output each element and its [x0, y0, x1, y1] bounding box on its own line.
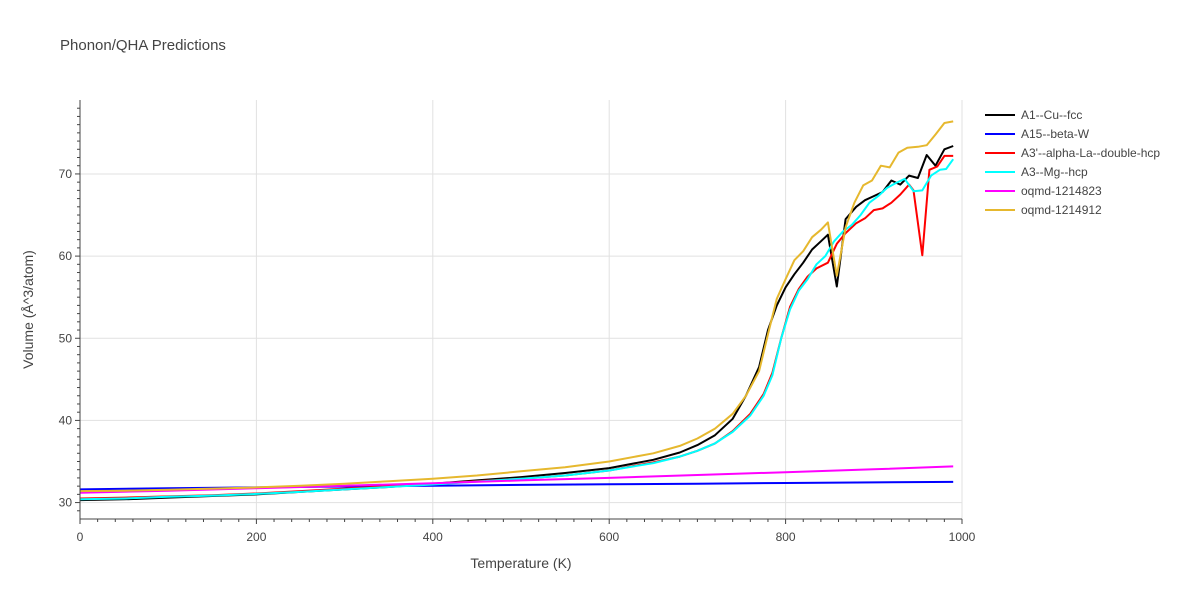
- legend-label-2: A3'--alpha-La--double-hcp: [1021, 146, 1160, 160]
- series-line-0: [79, 145, 954, 502]
- x-tick-label: 200: [246, 530, 266, 544]
- legend-label-1: A15--beta-W: [1021, 127, 1090, 141]
- x-tick-label: 800: [776, 530, 796, 544]
- legend: A1--Cu--fcc A15--beta-W A3'--alpha-La--dou…: [985, 108, 1160, 217]
- legend-label-4: oqmd-1214823: [1021, 184, 1102, 198]
- y-tick-label: 30: [59, 496, 73, 510]
- y-tick-label: 70: [59, 167, 73, 181]
- y-tick-label: 60: [59, 249, 73, 263]
- x-tick-label: 600: [599, 530, 619, 544]
- series-line-2: [79, 154, 954, 500]
- x-tick-label: 0: [77, 530, 84, 544]
- legend-label-0: A1--Cu--fcc: [1021, 108, 1082, 122]
- plot-area: [79, 120, 955, 502]
- x-tick-label: 1000: [949, 530, 976, 544]
- legend-label-5: oqmd-1214912: [1021, 203, 1102, 217]
- series-line-5: [79, 120, 954, 493]
- x-tick-label: 400: [423, 530, 443, 544]
- axes: 0 200 400 600 800 1000 30 40 50 60 70: [59, 100, 976, 544]
- y-tick-label: 50: [59, 331, 73, 345]
- grid: [80, 100, 963, 519]
- legend-label-3: A3--Mg--hcp: [1021, 165, 1088, 179]
- series-line-3: [79, 158, 955, 501]
- y-axis-label: Volume (Å^3/atom): [20, 250, 36, 369]
- x-axis-label: Temperature (K): [470, 555, 571, 571]
- chart-title: Phonon/QHA Predictions: [60, 37, 226, 54]
- y-tick-label: 40: [59, 413, 73, 427]
